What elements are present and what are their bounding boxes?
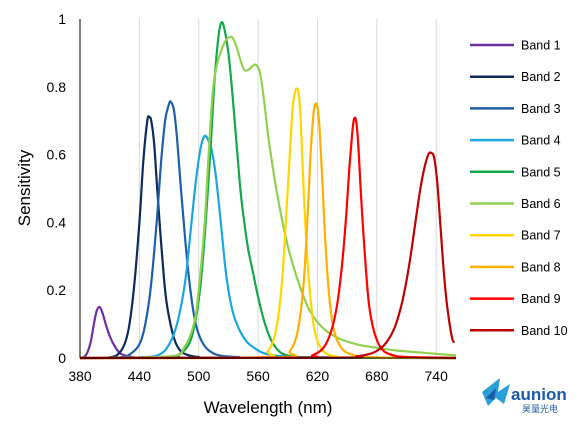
- y-tick-label: 1: [58, 11, 66, 27]
- y-tick-label: 0.4: [47, 214, 67, 230]
- legend-item-band-7: Band 7: [470, 229, 561, 243]
- watermark-logo: aunion 昊量光电: [482, 378, 567, 414]
- y-tick-labels: 0 0.2 0.4 0.6 0.8 1: [47, 11, 67, 366]
- y-tick-label: 0.8: [47, 79, 67, 95]
- legend-item-band-5: Band 5: [470, 165, 561, 179]
- logo-sub-text: 昊量光电: [522, 403, 558, 414]
- y-tick-label: 0: [58, 350, 66, 366]
- legend-label: Band 5: [521, 165, 561, 179]
- y-tick-label: 0.2: [47, 282, 67, 298]
- logo-brand-text: aunion: [511, 385, 567, 404]
- series-line-band-8: [79, 102, 457, 360]
- legend-label: Band 2: [521, 70, 561, 84]
- legend: Band 1 Band 2 Band 3 Band 4 Band 5 Band 6 Band…: [470, 39, 568, 338]
- series-line-band-5: [79, 21, 457, 360]
- legend-label: Band 3: [521, 102, 561, 116]
- legend-label: Band 1: [521, 39, 561, 53]
- legend-label: Band 9: [521, 292, 561, 306]
- legend-item-band-8: Band 8: [470, 260, 561, 274]
- legend-label: Band 6: [521, 197, 561, 211]
- series-line-band-6: [79, 35, 457, 360]
- legend-item-band-4: Band 4: [470, 134, 561, 148]
- legend-item-band-1: Band 1: [470, 39, 561, 53]
- x-tick-label: 620: [306, 368, 330, 384]
- series-line-band-10: [79, 151, 456, 360]
- legend-item-band-9: Band 9: [470, 292, 561, 306]
- y-axis-title: Sensitivity: [15, 149, 34, 226]
- legend-item-band-2: Band 2: [470, 70, 561, 84]
- series-lines: [79, 21, 457, 360]
- x-tick-label: 740: [425, 368, 449, 384]
- vertical-gridlines: [138, 19, 437, 358]
- x-tick-label: 680: [365, 368, 389, 384]
- series-line-band-3: [79, 100, 457, 360]
- x-tick-labels: 380 440 500 560 620 680 740: [68, 368, 448, 384]
- x-tick-label: 380: [68, 368, 92, 384]
- y-tick-label: 0.6: [47, 147, 67, 163]
- legend-label: Band 8: [521, 260, 561, 274]
- axes: [79, 19, 456, 359]
- series-line-band-2: [79, 115, 457, 360]
- x-tick-label: 560: [246, 368, 270, 384]
- legend-label: Band 7: [521, 229, 561, 243]
- legend-item-band-3: Band 3: [470, 102, 561, 116]
- legend-item-band-6: Band 6: [470, 197, 561, 211]
- series-line-band-4: [79, 134, 457, 360]
- x-tick-label: 500: [187, 368, 211, 384]
- series-line-band-7: [79, 87, 457, 360]
- legend-item-band-10: Band 10: [470, 324, 568, 338]
- legend-label: Band 10: [521, 324, 568, 338]
- legend-label: Band 4: [521, 134, 561, 148]
- x-tick-label: 440: [128, 368, 152, 384]
- x-axis-title: Wavelength (nm): [204, 398, 333, 417]
- series-line-band-9: [79, 116, 457, 360]
- logo-icon: [482, 378, 510, 406]
